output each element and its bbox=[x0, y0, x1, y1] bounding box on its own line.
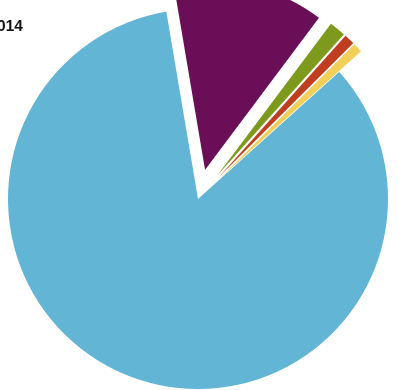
chart-title: 014 bbox=[0, 18, 23, 35]
pie-slice-1 bbox=[8, 11, 389, 389]
pie-slice-3 bbox=[217, 23, 344, 176]
pie-slice-4 bbox=[218, 35, 354, 178]
pie-slice-5 bbox=[219, 44, 361, 179]
pie-slices bbox=[8, 0, 389, 389]
pie-slice-2 bbox=[176, 0, 319, 170]
